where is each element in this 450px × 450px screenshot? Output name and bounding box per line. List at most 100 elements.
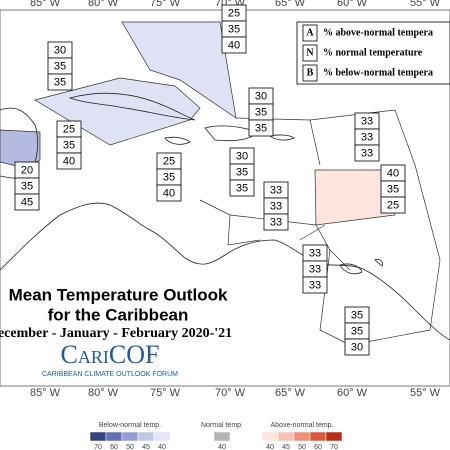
colorbar-tick: 50	[298, 444, 306, 450]
coastline-jamaica	[164, 136, 191, 145]
prob-value: 35	[54, 60, 66, 72]
prob-value: 25	[63, 123, 75, 135]
prob-value: 25	[228, 7, 240, 19]
prob-value: 25	[163, 155, 175, 167]
colorbar-tick: 60	[110, 444, 118, 450]
prob-cell	[47, 73, 73, 91]
prob-value: 30	[54, 44, 66, 56]
region-leewards	[314, 169, 396, 226]
prob-value: 35	[351, 309, 363, 321]
colorbar-swatch	[261, 431, 279, 442]
lon-label-bottom: 85° W	[30, 387, 61, 399]
prob-value: 35	[255, 122, 267, 134]
prob-value: 25	[387, 199, 399, 211]
legend-key-box	[302, 64, 318, 82]
colorbar-tick: 70	[330, 444, 338, 450]
colorbar-swatch	[89, 431, 107, 442]
colorbar-swatch	[213, 431, 231, 442]
legend-key: B	[307, 67, 314, 78]
legend-key: A	[306, 27, 314, 38]
lon-label-bottom: 60° W	[337, 387, 368, 399]
logo-subtitle: CARIBBEAN CLIMATE OUTLOOK FORUM	[42, 371, 178, 378]
coastline-puerto-rico	[269, 134, 295, 141]
lon-label-top: 80° W	[88, 0, 119, 9]
prob-value: 35	[54, 76, 66, 88]
lon-label-top: 55° W	[410, 0, 441, 9]
colorbar-swatch	[137, 431, 155, 442]
lon-label-top: 75° W	[150, 0, 181, 9]
colorbar-tick: 45	[282, 444, 290, 450]
prob-value: 35	[351, 325, 363, 337]
title-line: Mean Temperature Outlook	[9, 285, 228, 304]
prob-value: 40	[387, 167, 399, 179]
prob-value: 33	[361, 147, 373, 159]
colorbar-swatch	[293, 431, 311, 442]
region-bahamas	[121, 21, 237, 119]
colorbar-tick: 60	[314, 444, 322, 450]
colorbar-tick: 40	[218, 444, 226, 450]
legend-text: % normal temperature	[323, 47, 423, 58]
prob-cell	[263, 213, 289, 231]
dynamic-layer: 85° W 80° W 75° W 70° W 65° W 60° W 55° W 85° W…	[14, 0, 441, 450]
colorbar-swatch	[105, 431, 123, 442]
colorbar-tick: 40	[266, 444, 274, 450]
prob-cell	[156, 184, 182, 202]
prob-value: 35	[236, 166, 248, 178]
legend-key: N	[306, 47, 314, 58]
title-line: for the Caribbean	[48, 305, 189, 324]
prob-value: 40	[228, 39, 240, 51]
colorbar-label: Above-normal temp.	[270, 422, 333, 429]
prob-cell	[221, 36, 247, 54]
prob-value: 35	[387, 183, 399, 195]
prob-cell	[354, 144, 380, 162]
lon-label-top: 65° W	[275, 0, 306, 9]
colorbar-label: Below-normal temp.	[99, 422, 161, 429]
legend-key-box	[302, 24, 318, 42]
prob-value: 33	[309, 247, 321, 259]
lon-label-bottom: 70° W	[215, 387, 246, 399]
colorbar-tick: 50	[126, 444, 134, 450]
prob-value: 33	[270, 200, 282, 212]
lon-label-bottom: 55° W	[410, 387, 441, 399]
prob-value: 40	[163, 187, 175, 199]
logo-name: CariCOF	[61, 340, 160, 369]
prob-cell	[56, 152, 82, 170]
lon-label-top: 60° W	[337, 0, 368, 9]
prob-cell	[380, 196, 406, 214]
prob-cell	[344, 338, 370, 356]
coastline-south	[0, 202, 450, 341]
prob-cell	[229, 179, 255, 197]
prob-value: 33	[270, 184, 282, 196]
subtitle: December - January - February 2020-'21	[0, 326, 232, 341]
prob-value: 40	[63, 155, 75, 167]
legend-text: % above-normal tempera	[323, 27, 433, 38]
colorbar-swatch	[153, 431, 171, 442]
prob-value: 35	[163, 171, 175, 183]
prob-value: 35	[63, 139, 75, 151]
prob-value: 30	[351, 341, 363, 353]
colorbar-tick: 40	[158, 444, 166, 450]
prob-value: 33	[309, 279, 321, 291]
region-cuba	[34, 77, 201, 146]
prob-cell	[302, 276, 328, 294]
legend: A % above-normal tempera N % normal tempera…	[302, 24, 433, 82]
legend-key-box	[302, 44, 318, 62]
colorbar-swatch	[277, 431, 295, 442]
prob-value: 33	[361, 115, 373, 127]
legend-text: % below-normal tempera	[323, 67, 433, 78]
lon-label-bottom: 65° W	[275, 387, 306, 399]
prob-value: 33	[270, 216, 282, 228]
legend-box	[296, 21, 450, 85]
prob-value: 33	[361, 131, 373, 143]
colorbar-tick: 45	[142, 444, 150, 450]
lon-label-top: 70° W	[215, 0, 246, 9]
lon-label-top: 85° W	[30, 0, 61, 9]
colorbar-swatch	[309, 431, 327, 442]
lon-label-bottom: 75° W	[150, 387, 181, 399]
prob-value: 45	[21, 196, 33, 208]
coastline-trinidad	[339, 259, 383, 275]
colorbar-swatch	[325, 431, 343, 442]
prob-value: 30	[236, 150, 248, 162]
colorbar-swatch	[121, 431, 139, 442]
